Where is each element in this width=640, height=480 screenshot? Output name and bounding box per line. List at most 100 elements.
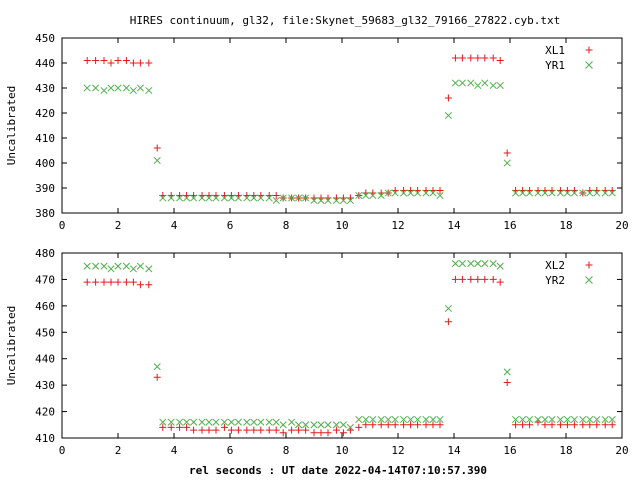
data-point bbox=[250, 418, 258, 426]
data-point bbox=[167, 423, 175, 431]
data-point bbox=[541, 189, 549, 197]
data-point bbox=[100, 278, 108, 286]
data-point bbox=[265, 426, 273, 434]
data-point bbox=[377, 421, 385, 429]
x-tick-label: 20 bbox=[615, 444, 628, 457]
data-point bbox=[601, 189, 609, 197]
panel-1: 0 2 4 6 8 10 12 14 16 18 20 380 390 400 410 420 430 440 45… bbox=[5, 32, 629, 232]
data-point bbox=[601, 415, 609, 424]
data-point bbox=[467, 54, 475, 62]
data-point bbox=[243, 194, 251, 202]
x-tick-label: 12 bbox=[391, 444, 404, 457]
data-point bbox=[190, 418, 198, 426]
data-point bbox=[205, 426, 213, 434]
data-point bbox=[317, 429, 325, 437]
data-point bbox=[83, 84, 91, 92]
data-point bbox=[234, 418, 242, 426]
data-point bbox=[458, 275, 466, 283]
y-tick-label: 430 bbox=[35, 379, 55, 392]
data-point bbox=[534, 189, 542, 197]
data-point bbox=[458, 54, 466, 62]
data-point bbox=[362, 191, 370, 200]
legend-label: YR1 bbox=[545, 59, 565, 72]
data-point bbox=[429, 421, 437, 429]
data-point bbox=[288, 418, 296, 426]
x-tick-label: 14 bbox=[447, 219, 461, 232]
data-point bbox=[586, 415, 594, 424]
data-point bbox=[570, 189, 578, 197]
data-point bbox=[153, 363, 161, 371]
data-point bbox=[608, 189, 616, 197]
data-point bbox=[302, 194, 310, 202]
data-point bbox=[324, 429, 332, 437]
data-point bbox=[243, 426, 251, 434]
data-point bbox=[422, 421, 430, 429]
data-point bbox=[198, 426, 206, 434]
data-point bbox=[92, 262, 100, 270]
data-point bbox=[227, 194, 235, 202]
data-point bbox=[503, 368, 511, 376]
y-tick-label: 430 bbox=[35, 82, 55, 95]
x-tick-label: 0 bbox=[59, 219, 66, 232]
data-point bbox=[467, 275, 475, 283]
data-point bbox=[496, 278, 504, 286]
data-point bbox=[129, 86, 137, 95]
y-axis-label: Uncalibrated bbox=[5, 86, 18, 165]
data-point bbox=[608, 421, 616, 429]
data-point bbox=[295, 421, 303, 429]
x-tick-label: 6 bbox=[227, 444, 234, 457]
data-point bbox=[391, 415, 399, 424]
data-point bbox=[355, 191, 363, 200]
data-point bbox=[489, 260, 497, 268]
data-point bbox=[100, 262, 108, 270]
data-point bbox=[414, 421, 422, 429]
data-point bbox=[272, 426, 280, 434]
data-point bbox=[444, 304, 452, 313]
data-point bbox=[608, 415, 616, 424]
data-point bbox=[129, 265, 137, 273]
data-point bbox=[92, 57, 100, 64]
data-point bbox=[346, 196, 354, 205]
data-point bbox=[458, 79, 466, 87]
y-tick-label: 450 bbox=[35, 32, 55, 45]
data-point bbox=[369, 421, 377, 429]
data-point bbox=[541, 421, 549, 429]
data-point bbox=[601, 421, 609, 429]
data-point bbox=[122, 262, 130, 270]
data-point bbox=[512, 189, 520, 197]
data-point bbox=[136, 262, 144, 270]
y-tick-label: 380 bbox=[35, 207, 55, 220]
x-tick-label: 10 bbox=[335, 219, 348, 232]
data-point bbox=[541, 415, 549, 424]
x-tick-label: 18 bbox=[559, 219, 572, 232]
y-tick-label: 480 bbox=[35, 247, 55, 260]
data-point bbox=[332, 421, 340, 429]
data-point bbox=[83, 278, 91, 286]
data-point bbox=[563, 189, 571, 197]
data-point bbox=[444, 111, 452, 120]
data-point bbox=[100, 86, 108, 95]
data-point bbox=[324, 196, 332, 205]
data-point bbox=[176, 194, 184, 202]
data-point bbox=[136, 281, 144, 289]
data-point bbox=[339, 429, 347, 437]
data-point bbox=[317, 421, 325, 429]
data-point bbox=[288, 194, 296, 202]
data-point bbox=[190, 426, 198, 434]
data-point bbox=[414, 415, 422, 424]
legend-label: XL2 bbox=[545, 259, 565, 272]
x-axis-label: rel seconds : UT date 2022-04-14T07:10:5… bbox=[189, 464, 487, 477]
data-point bbox=[474, 260, 482, 268]
data-point bbox=[593, 421, 601, 429]
data-point bbox=[422, 189, 430, 197]
series-XL2 bbox=[83, 275, 616, 437]
y-tick-label: 390 bbox=[35, 182, 55, 195]
data-point bbox=[355, 423, 363, 431]
data-point bbox=[332, 196, 340, 205]
data-point bbox=[346, 423, 354, 431]
series-YR2 bbox=[83, 260, 616, 431]
data-point bbox=[407, 415, 415, 424]
data-point bbox=[272, 418, 280, 426]
data-point bbox=[489, 54, 497, 62]
data-point bbox=[212, 426, 220, 434]
